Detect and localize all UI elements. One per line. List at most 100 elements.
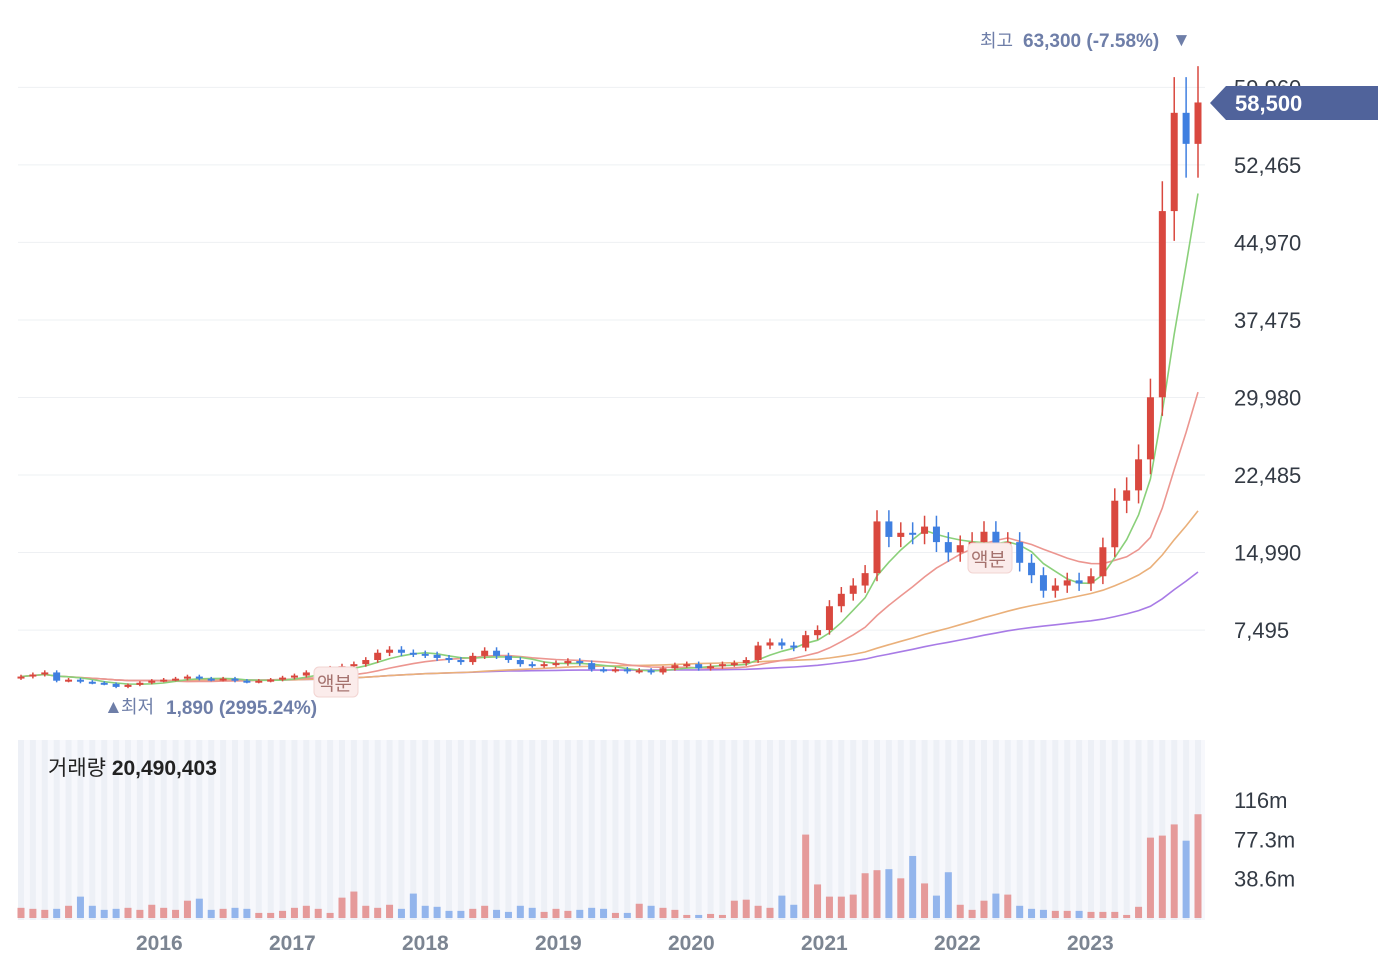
high-annotation: 최고 63,300 (-7.58%) ▼	[980, 30, 1191, 52]
volume-bar	[849, 894, 857, 918]
volume-stripe	[386, 740, 393, 920]
volume-bar	[267, 912, 275, 918]
volume-bar	[481, 905, 489, 918]
split-marker-label: 액분	[971, 549, 1006, 571]
candle-body	[457, 660, 465, 663]
candle-body	[302, 672, 310, 676]
candle-body	[588, 663, 596, 670]
volume-bar	[219, 908, 227, 918]
volume-stripe	[232, 740, 238, 920]
volume-stripe	[279, 740, 286, 920]
volume-stripe	[398, 740, 405, 920]
volume-bar	[718, 914, 726, 918]
candle-body	[718, 664, 726, 667]
volume-bar	[421, 905, 429, 918]
ma-line-5	[20, 193, 1199, 686]
year-label: 2021	[801, 932, 848, 955]
candle-body	[695, 664, 703, 669]
candle-body	[790, 645, 798, 648]
volume-bar	[778, 895, 786, 918]
candle-body	[1028, 562, 1036, 576]
volume-bar	[386, 904, 394, 918]
volume-bar	[909, 855, 917, 918]
candle-body	[1099, 547, 1107, 577]
volume-bar	[1135, 906, 1143, 918]
volume-bar	[112, 908, 120, 918]
volume-stripe	[576, 740, 583, 920]
candle-body	[1170, 112, 1178, 212]
volume-title: 거래량 20,490,403	[48, 752, 217, 782]
volume-bar	[279, 910, 287, 918]
low-label: 최저	[121, 697, 154, 717]
volume-stripe	[624, 740, 631, 920]
candle-body	[1135, 459, 1143, 491]
volume-bar	[1039, 909, 1047, 918]
candle-body	[873, 521, 881, 574]
volume-bar	[968, 909, 976, 918]
price-gridlines	[18, 86, 1205, 631]
volume-bar	[861, 873, 869, 918]
year-label: 2020	[668, 932, 715, 955]
candle-body	[433, 654, 441, 658]
volume-bar	[41, 909, 49, 918]
volume-background-stripes	[18, 740, 1205, 920]
volume-bars	[17, 814, 1202, 918]
volume-bar	[350, 891, 358, 918]
ma-line-36	[20, 510, 1199, 682]
candle-body	[683, 664, 691, 667]
volume-bar	[600, 908, 608, 918]
volume-stripe	[101, 740, 108, 920]
volume-stripe	[850, 740, 857, 920]
volume-stripe	[267, 740, 274, 920]
volume-bar	[29, 908, 37, 918]
volume-stripe	[18, 740, 24, 920]
volume-stripe	[1028, 740, 1035, 920]
volume-bar	[445, 910, 453, 918]
volume-stripe	[29, 740, 36, 920]
candle-body	[1075, 580, 1083, 584]
volume-bar	[564, 910, 572, 918]
volume-bar	[707, 913, 715, 918]
volume-bar	[243, 908, 251, 918]
volume-stripe	[493, 740, 500, 920]
candle-body	[944, 542, 952, 553]
volume-stripe	[529, 740, 536, 920]
moving-average-lines	[20, 193, 1199, 686]
year-label: 2022	[934, 932, 981, 955]
high-down-icon: ▼	[1172, 30, 1191, 51]
split-marker-2017[interactable]: 액분	[313, 666, 359, 698]
split-marker-2022[interactable]: 액분	[967, 542, 1013, 574]
volume-bar	[825, 896, 833, 918]
volume-stripe	[481, 740, 488, 920]
candle-body	[100, 682, 108, 685]
candle-body	[778, 642, 786, 646]
volume-bar	[1087, 911, 1095, 918]
volume-bar	[1123, 914, 1131, 918]
volume-bar	[1051, 910, 1059, 918]
volume-stripe	[327, 740, 334, 920]
volume-stripe	[184, 740, 191, 920]
volume-bar	[754, 905, 762, 918]
candle-body	[921, 526, 929, 534]
volume-bar	[1075, 910, 1083, 918]
candle-body	[421, 653, 429, 656]
volume-stripe	[814, 740, 821, 920]
volume-bar	[1063, 910, 1071, 918]
candle-body	[469, 655, 477, 663]
candle-body	[611, 669, 619, 672]
volume-axis-labels: 116m 77.3m 38.6m	[1234, 788, 1295, 892]
volume-bar	[837, 896, 845, 918]
volume-bar	[290, 907, 298, 918]
candle-body	[861, 573, 869, 586]
volume-stripe	[77, 740, 84, 920]
volume-stripe	[600, 740, 607, 920]
candle-body	[742, 660, 750, 664]
candle-body	[1087, 576, 1095, 584]
volume-stripe	[1064, 740, 1071, 920]
candle-body	[195, 676, 203, 679]
price-tick-label: 22,485	[1234, 463, 1301, 488]
volume-stripe	[1040, 740, 1047, 920]
volume-stripe	[1135, 740, 1142, 920]
volume-stripe	[719, 740, 726, 920]
volume-bar	[493, 909, 501, 918]
